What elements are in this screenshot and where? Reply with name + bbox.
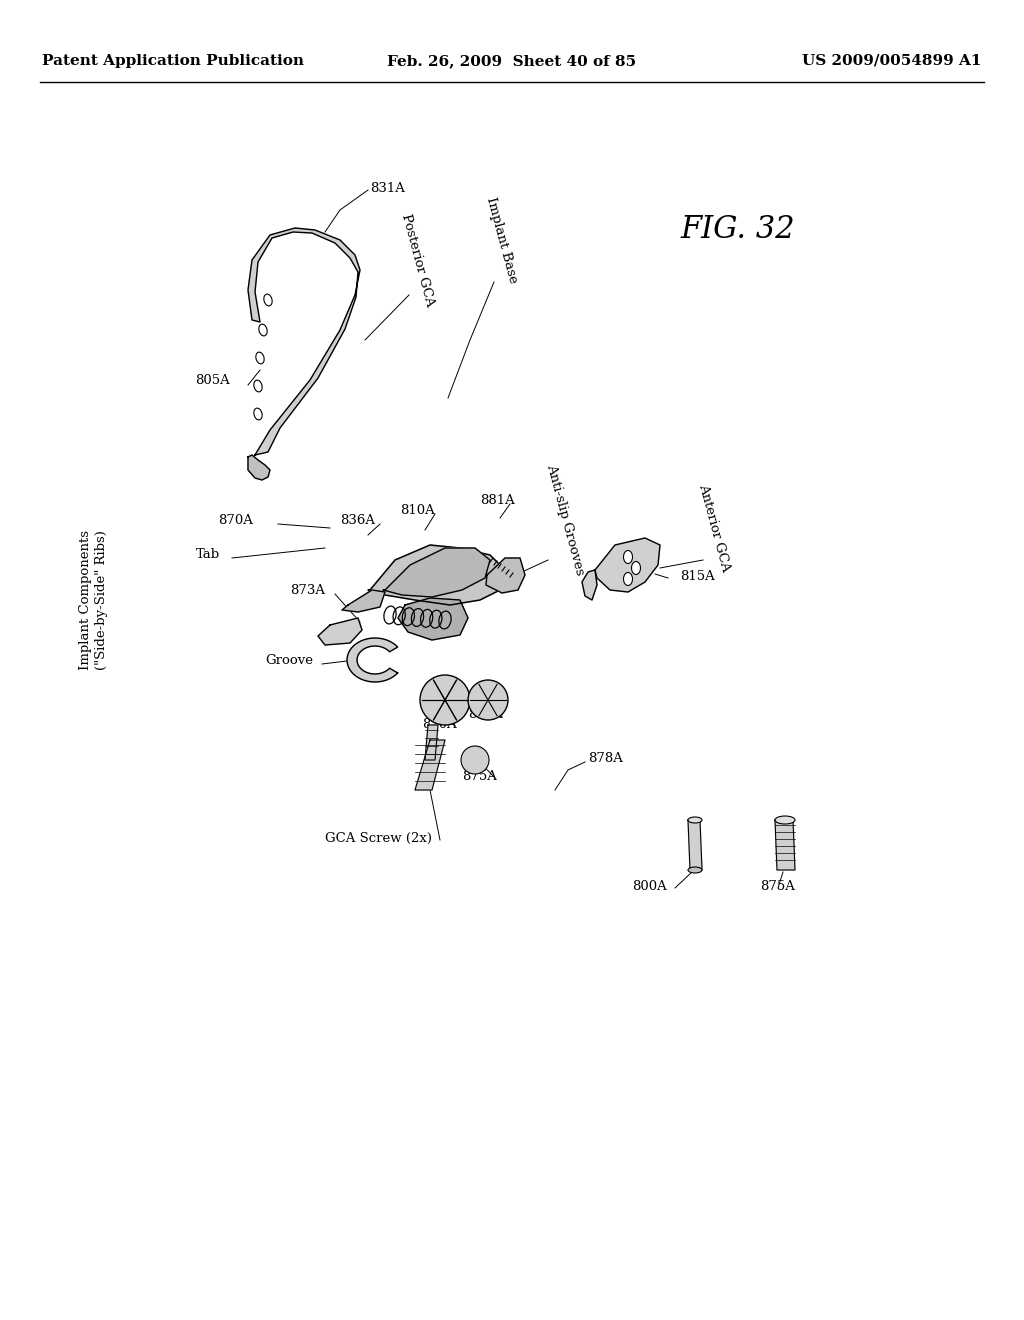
Polygon shape (347, 638, 397, 682)
Polygon shape (595, 539, 660, 591)
Ellipse shape (688, 817, 702, 822)
Circle shape (461, 746, 489, 774)
Text: 878A: 878A (588, 751, 623, 764)
Ellipse shape (688, 867, 702, 873)
Text: 820A: 820A (422, 718, 457, 730)
Polygon shape (342, 590, 385, 612)
Text: Implant Base: Implant Base (484, 195, 520, 285)
Text: GCA Screw (2x): GCA Screw (2x) (325, 832, 432, 845)
Text: Patent Application Publication: Patent Application Publication (42, 54, 304, 69)
Ellipse shape (256, 352, 264, 364)
Text: Posterior GCA: Posterior GCA (399, 213, 436, 308)
Polygon shape (248, 455, 270, 480)
Ellipse shape (264, 294, 272, 306)
Text: 800A: 800A (632, 879, 667, 892)
Text: Tab: Tab (196, 549, 220, 561)
Text: Feb. 26, 2009  Sheet 40 of 85: Feb. 26, 2009 Sheet 40 of 85 (387, 54, 637, 69)
Polygon shape (486, 558, 525, 593)
Polygon shape (368, 545, 505, 605)
Polygon shape (398, 598, 468, 640)
Text: ("Side-by-Side" Ribs): ("Side-by-Side" Ribs) (95, 531, 109, 671)
Text: 825A: 825A (468, 708, 503, 721)
Text: 870A: 870A (218, 513, 253, 527)
Polygon shape (582, 570, 597, 601)
Text: 836A: 836A (340, 513, 375, 527)
Ellipse shape (632, 561, 640, 574)
Text: Anterior GCA: Anterior GCA (696, 483, 732, 573)
Polygon shape (248, 228, 360, 455)
Polygon shape (688, 820, 702, 870)
Polygon shape (318, 618, 362, 645)
Circle shape (420, 675, 470, 725)
Text: 805A: 805A (195, 374, 229, 387)
Ellipse shape (254, 408, 262, 420)
Text: 810A: 810A (400, 503, 435, 516)
Ellipse shape (624, 573, 633, 586)
Polygon shape (415, 741, 445, 789)
Text: 875A: 875A (462, 770, 497, 783)
Circle shape (468, 680, 508, 719)
Text: 815A: 815A (680, 569, 715, 582)
Text: 875A: 875A (760, 879, 795, 892)
Text: Implant Components: Implant Components (79, 531, 91, 671)
Ellipse shape (259, 325, 267, 335)
Ellipse shape (775, 816, 795, 824)
Text: 831A: 831A (370, 181, 404, 194)
Text: 881A: 881A (480, 494, 515, 507)
Text: FIG. 32: FIG. 32 (680, 214, 795, 246)
Polygon shape (775, 820, 795, 870)
Polygon shape (383, 548, 490, 597)
Polygon shape (425, 725, 438, 760)
Ellipse shape (254, 380, 262, 392)
Text: Groove: Groove (265, 653, 313, 667)
Text: US 2009/0054899 A1: US 2009/0054899 A1 (803, 54, 982, 69)
Text: Anti-slip Grooves: Anti-slip Grooves (544, 463, 586, 577)
Text: 873A: 873A (290, 583, 325, 597)
Ellipse shape (624, 550, 633, 564)
